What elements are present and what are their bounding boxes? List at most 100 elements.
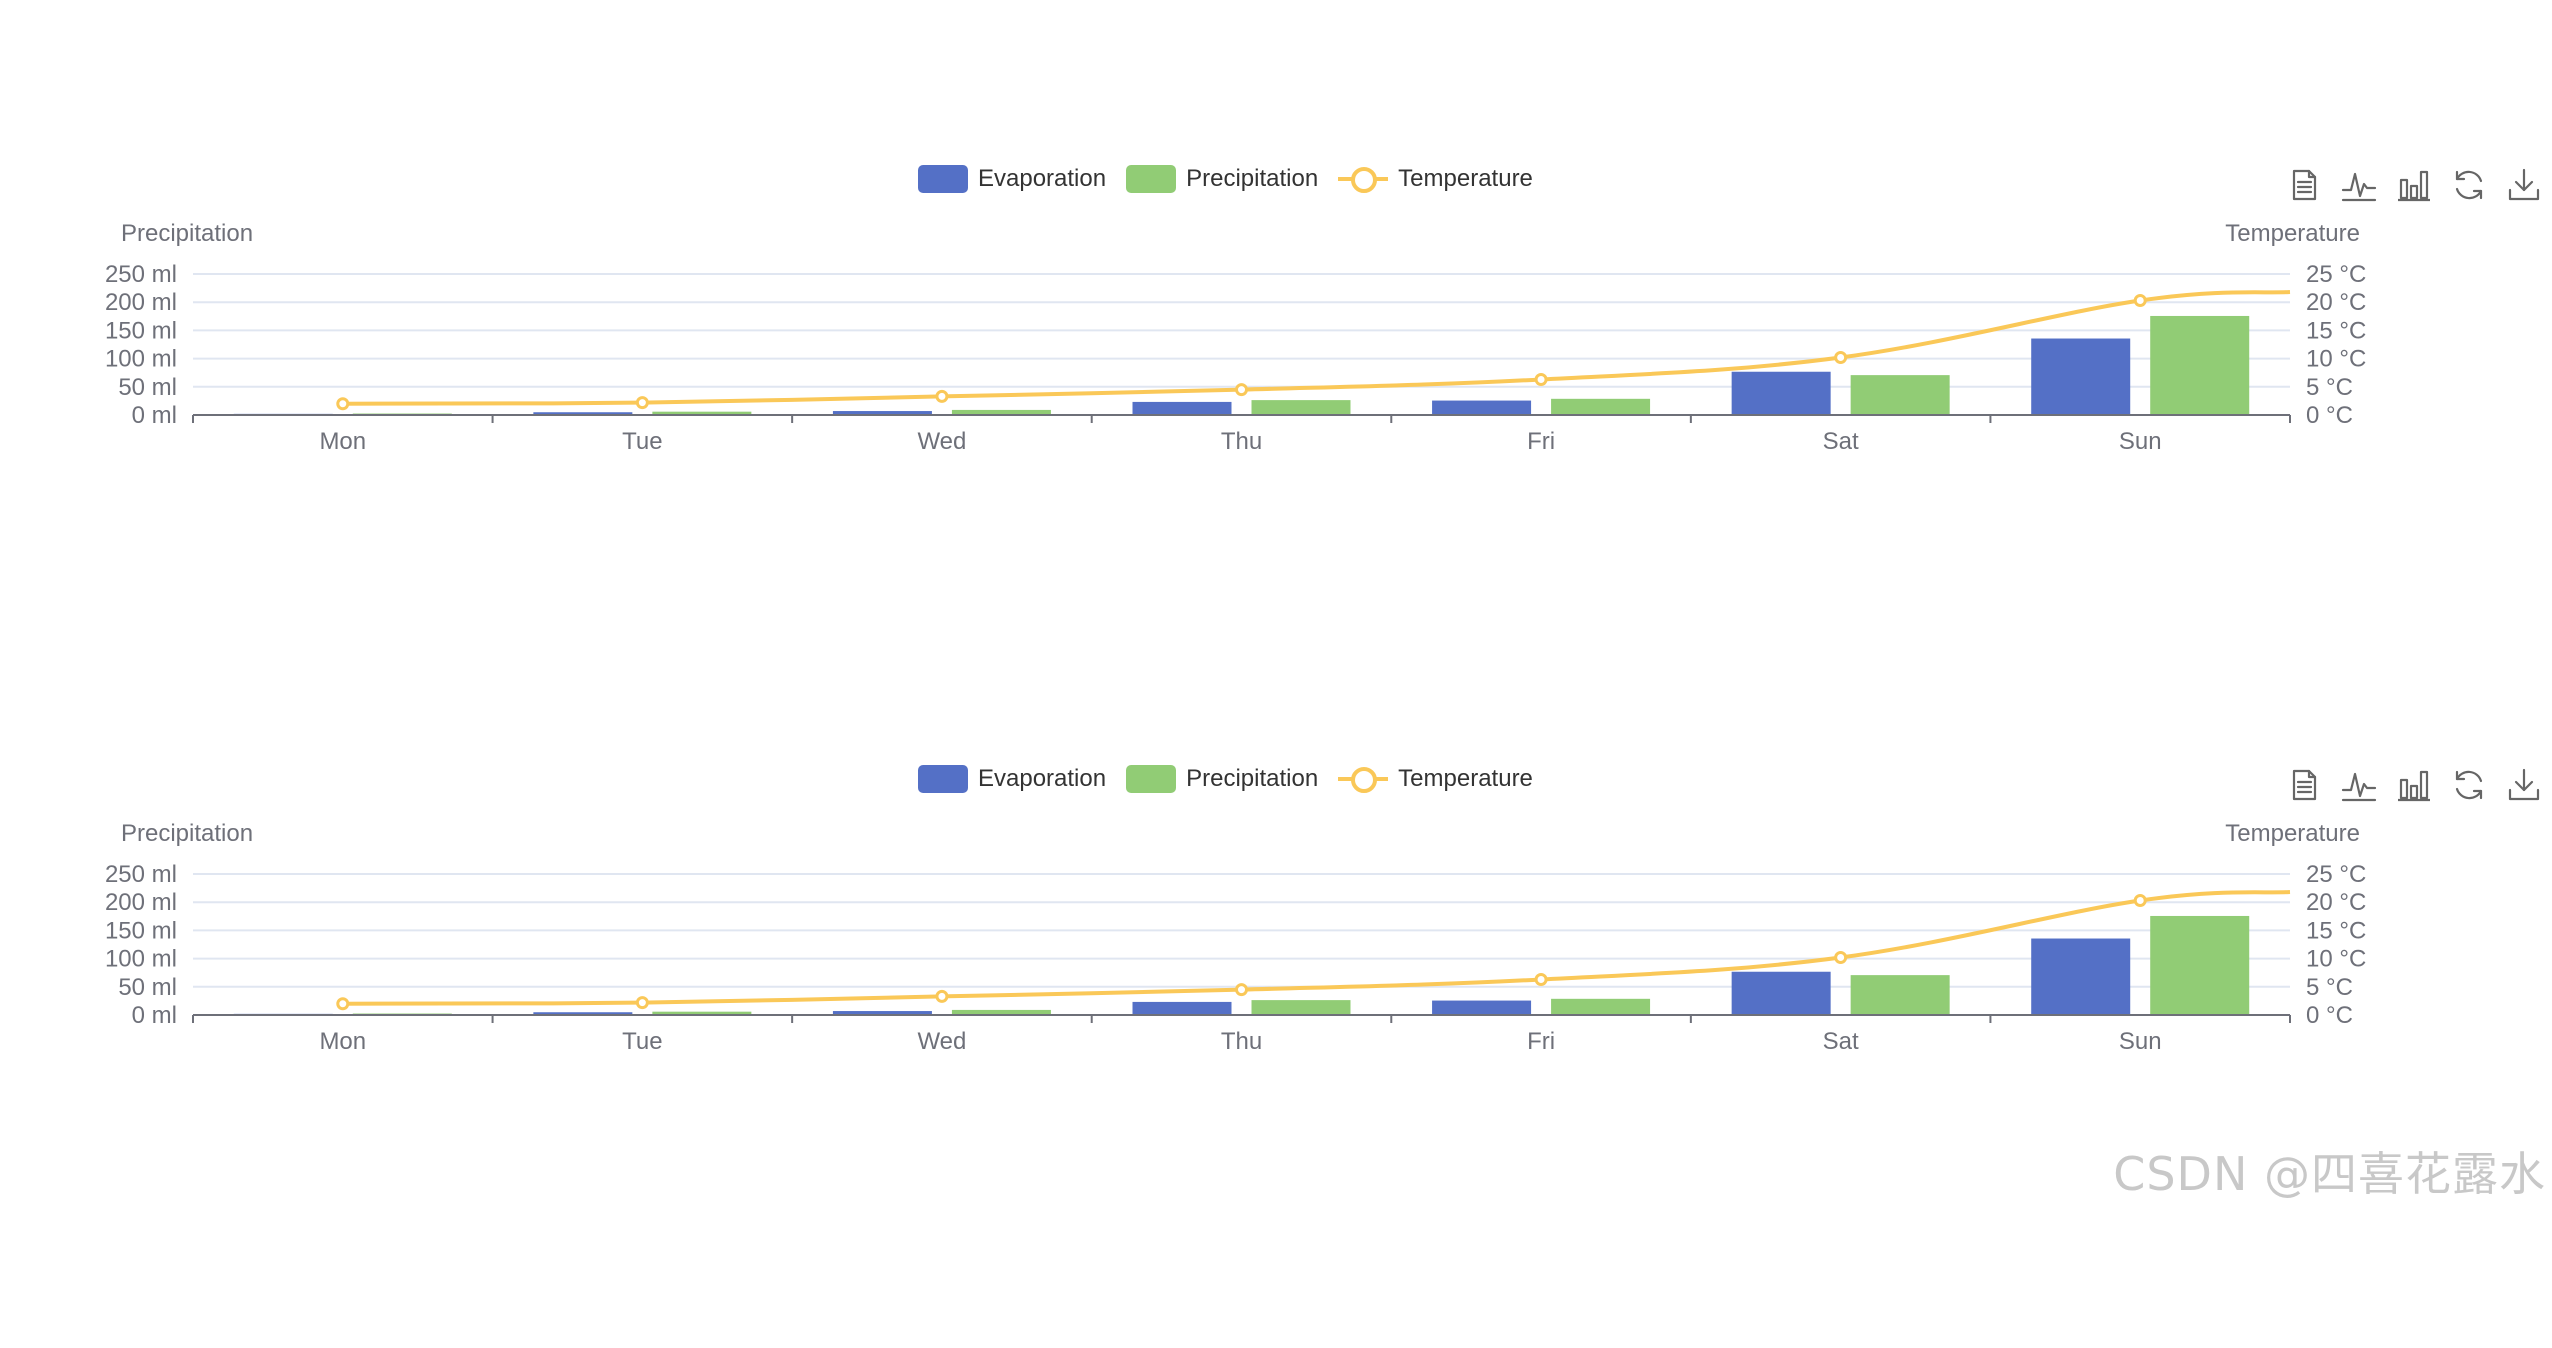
bar-precipitation [1850,375,1950,415]
y-right-tick-label: 0 °C [2306,402,2353,429]
bar-evaporation [832,411,932,415]
point-temperature [1834,950,1848,964]
bar-evaporation [533,1012,633,1015]
y-left-tick-label: 50 ml [118,974,177,1001]
bar-evaporation [832,1011,932,1015]
y-left-tick-label: 150 ml [105,317,177,344]
y-right-tick-label: 15 °C [2306,317,2366,344]
x-tick-label: Thu [1221,428,1262,455]
x-tick-label: Sun [2119,428,2162,455]
save-image-icon[interactable] [2505,166,2543,204]
chart-svg: 0 ml 0 °C 50 ml 5 °C 100 ml 10 °C 150 ml 15 °C 2… [105,220,2366,455]
chart-toolbox [2285,166,2543,204]
bar-chart-icon[interactable] [2395,166,2433,204]
data-view-icon[interactable] [2285,166,2323,204]
bar-evaporation [1132,1001,1232,1015]
legend-item-evaporation[interactable]: Evaporation [918,765,1106,793]
point-temperature [1834,350,1848,364]
bar-evaporation [2031,938,2131,1015]
x-tick-label: Sat [1823,1028,1859,1055]
bar-evaporation [1432,1000,1532,1015]
legend-item-evaporation[interactable]: Evaporation [918,165,1106,193]
y-left-tick-label: 200 ml [105,889,177,916]
restore-icon[interactable] [2450,766,2488,804]
y-right-tick-label: 10 °C [2306,346,2366,373]
x-tick-label: Sun [2119,1028,2162,1055]
line-temperature [342,890,2291,1006]
y-right-tick-label: 5 °C [2306,974,2353,1001]
legend-swatch-evaporation [918,765,968,793]
legend-label-precipitation: Precipitation [1186,165,1319,192]
y-left-tick-label: 250 ml [105,861,177,888]
bar-chart-icon[interactable] [2395,766,2433,804]
point-temperature [1235,983,1248,997]
chart-legend: Evaporation Precipitation Temperature [918,762,1533,796]
y-left-tick-label: 200 ml [105,289,177,316]
y-left-tick-label: 100 ml [105,346,177,373]
restore-icon[interactable] [2450,166,2488,204]
x-tick-label: Tue [622,428,662,455]
point-temperature [635,996,649,1010]
y-left-tick-label: 250 ml [105,261,177,288]
legend-item-precipitation[interactable]: Precipitation [1126,165,1318,193]
x-tick-label: Fri [1527,428,1555,455]
bar-evaporation [1731,971,1831,1015]
legend-item-precipitation[interactable]: Precipitation [1126,765,1318,793]
line-chart-icon[interactable] [2340,166,2378,204]
point-temperature [635,396,649,410]
y-left-tick-label: 150 ml [105,917,177,944]
point-temperature [336,997,350,1011]
bar-precipitation [1551,998,1651,1015]
x-tick-label: Tue [622,1028,662,1055]
point-temperature [1534,972,1548,986]
y-right-tick-label: 5 °C [2306,374,2353,401]
bar-precipitation [1251,1000,1351,1015]
bar-precipitation [2150,315,2250,415]
legend-label-evaporation: Evaporation [978,765,1107,792]
bar-precipitation [951,409,1051,415]
point-temperature [1534,372,1548,386]
chart-legend: Evaporation Precipitation Temperature [918,162,1533,196]
x-tick-label: Mon [319,428,366,455]
legend-swatch-temperature [1338,165,1389,193]
point-temperature [2133,894,2147,908]
point-temperature [935,989,949,1003]
legend-label-temperature: Temperature [1398,765,1533,792]
bar-evaporation [533,412,633,415]
save-image-icon[interactable] [2505,766,2543,804]
bar-precipitation [1251,400,1351,415]
y-left-tick-label: 0 ml [132,402,177,429]
x-tick-label: Sat [1823,428,1859,455]
y-right-tick-label: 10 °C [2306,946,2366,973]
y-left-tick-label: 50 ml [118,374,177,401]
bar-precipitation [652,1011,752,1015]
y-right-tick-label: 25 °C [2306,261,2366,288]
bar-precipitation [1850,975,1950,1015]
bar-evaporation [1731,371,1831,415]
chart-panel: 0 ml 0 °C 50 ml 5 °C 100 ml 10 °C 150 ml 15 °C 2… [0,148,2552,748]
data-view-icon[interactable] [2285,766,2323,804]
legend-item-temperature[interactable]: Temperature [1338,165,1533,193]
legend-swatch-precipitation [1126,765,1177,793]
y-right-tick-label: 25 °C [2306,861,2366,888]
x-tick-label: Wed [917,1028,966,1055]
legend-label-precipitation: Precipitation [1186,765,1319,792]
y-right-tick-label: 15 °C [2306,917,2366,944]
chart-panel: 0 ml 0 °C 50 ml 5 °C 100 ml 10 °C 150 ml 15 °C 2… [0,748,2552,1348]
x-tick-label: Thu [1221,1028,1262,1055]
legend-label-evaporation: Evaporation [978,165,1107,192]
bar-precipitation [951,1009,1051,1015]
legend-item-temperature[interactable]: Temperature [1338,765,1533,793]
y-right-axis-title: Temperature [2225,220,2360,247]
legend-label-temperature: Temperature [1398,165,1533,192]
y-left-axis-title: Precipitation [121,220,253,247]
x-tick-label: Mon [319,1028,366,1055]
point-temperature [1235,383,1248,397]
line-chart-icon[interactable] [2340,766,2378,804]
y-left-axis-title: Precipitation [121,820,253,847]
point-temperature [336,397,350,411]
y-right-tick-label: 0 °C [2306,1002,2353,1029]
bar-evaporation [2031,338,2131,415]
legend-swatch-temperature [1338,765,1389,793]
